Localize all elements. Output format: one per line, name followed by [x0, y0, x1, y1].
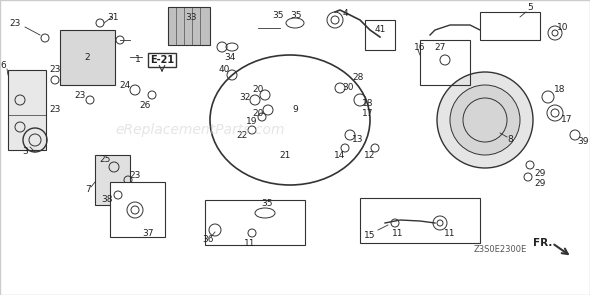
Text: 3: 3 [22, 148, 28, 157]
Text: 40: 40 [218, 65, 230, 75]
Text: 12: 12 [364, 150, 376, 160]
Text: 41: 41 [374, 25, 386, 35]
Text: 5: 5 [527, 4, 533, 12]
Text: 30: 30 [342, 83, 354, 91]
Text: 11: 11 [444, 229, 455, 237]
Text: eReplacementParts.com: eReplacementParts.com [115, 123, 285, 137]
Bar [480, 12, 540, 40]
Text: 23: 23 [74, 91, 86, 99]
Text: 4: 4 [342, 9, 348, 17]
Text: 14: 14 [335, 150, 346, 160]
Text: 35: 35 [290, 11, 301, 19]
Text: 1: 1 [135, 55, 141, 65]
Bar [365, 20, 395, 50]
Text: 17: 17 [561, 116, 573, 124]
Text: FR.: FR. [533, 238, 553, 248]
Circle shape [450, 85, 520, 155]
Text: 18: 18 [362, 99, 373, 107]
Text: 29: 29 [535, 168, 546, 178]
Text: 18: 18 [554, 86, 566, 94]
Bar [205, 200, 305, 245]
Text: 21: 21 [279, 150, 291, 160]
Text: 17: 17 [362, 109, 373, 117]
Text: 6: 6 [0, 60, 6, 70]
Text: E-21: E-21 [150, 55, 174, 65]
Text: 37: 37 [142, 229, 154, 237]
Circle shape [437, 72, 533, 168]
Text: 19: 19 [246, 117, 258, 127]
Text: 15: 15 [364, 230, 376, 240]
Text: 33: 33 [185, 12, 196, 22]
Text: 34: 34 [224, 53, 235, 61]
Text: 39: 39 [577, 137, 589, 147]
Text: 20: 20 [253, 109, 264, 117]
Text: 38: 38 [101, 196, 113, 204]
Text: 10: 10 [557, 22, 569, 32]
Bar [360, 198, 480, 243]
Text: 9: 9 [292, 106, 298, 114]
Bar [148, 53, 176, 67]
Text: 24: 24 [119, 81, 130, 89]
Text: 16: 16 [414, 42, 426, 52]
Bar [110, 182, 165, 237]
Text: 29: 29 [535, 178, 546, 188]
Text: 23: 23 [50, 65, 61, 75]
Text: 28: 28 [352, 73, 363, 83]
Text: 32: 32 [240, 93, 251, 101]
Text: 11: 11 [392, 229, 404, 237]
Text: 20: 20 [253, 86, 264, 94]
Bar [420, 40, 470, 85]
Text: 31: 31 [107, 12, 119, 22]
Text: 23: 23 [50, 106, 61, 114]
Text: 35: 35 [272, 11, 284, 19]
Bar [95, 155, 130, 205]
Text: Z3S0E2300E: Z3S0E2300E [473, 245, 527, 255]
Text: 27: 27 [434, 42, 445, 52]
Text: 11: 11 [244, 238, 255, 248]
Text: 8: 8 [507, 135, 513, 145]
Text: 35: 35 [261, 199, 273, 207]
Bar [60, 30, 115, 85]
Text: 13: 13 [352, 135, 364, 145]
Bar [168, 7, 210, 45]
Text: 25: 25 [99, 155, 111, 165]
Text: 23: 23 [129, 171, 140, 179]
Text: 22: 22 [237, 130, 248, 140]
Bar [8, 70, 46, 150]
Text: 26: 26 [139, 101, 150, 109]
Text: 7: 7 [85, 186, 91, 194]
Text: 2: 2 [84, 53, 90, 61]
Text: 23: 23 [9, 19, 21, 27]
Text: 36: 36 [202, 235, 214, 245]
